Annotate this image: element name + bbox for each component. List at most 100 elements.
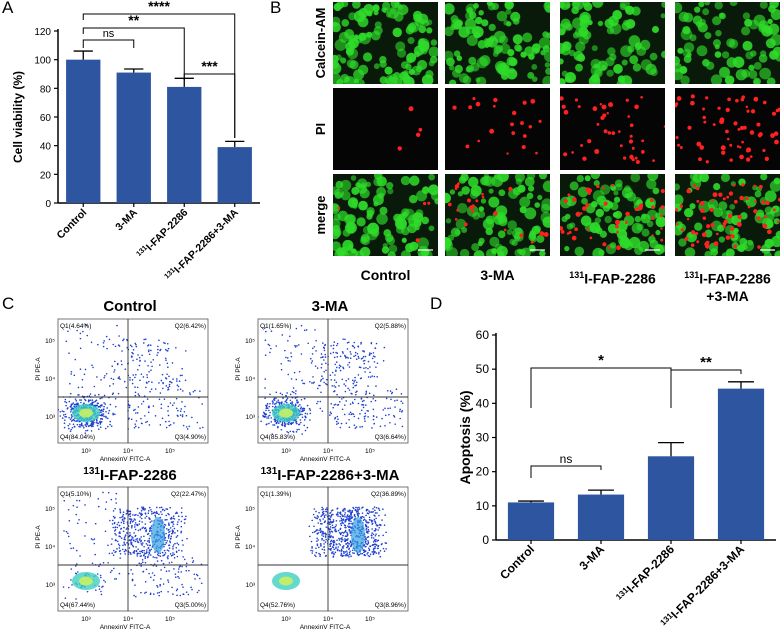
green-cell [350, 175, 357, 181]
red-cell [530, 98, 536, 104]
flow-plot-title: 3-MA [250, 298, 410, 315]
density-q2 [151, 517, 165, 553]
column-label-main: 3-MA [480, 267, 515, 283]
green-cell [759, 2, 768, 9]
red-cell [634, 207, 639, 212]
green-cell [381, 2, 391, 11]
microscopy-image [560, 174, 665, 256]
green-cell [480, 198, 487, 204]
x-tick-label: 10⁴ [123, 448, 133, 455]
green-cell [466, 7, 473, 14]
red-cell [705, 96, 709, 100]
red-cell [742, 125, 747, 130]
green-cell [461, 226, 468, 234]
green-cell [352, 2, 361, 9]
red-cell [722, 197, 726, 201]
x-tick-label: 10³ [81, 448, 91, 455]
red-cell [492, 104, 496, 108]
green-cell [524, 207, 537, 220]
y-tick-label: 10⁴ [45, 376, 55, 383]
red-cell [628, 139, 634, 144]
red-cell [762, 148, 766, 153]
red-cell [720, 145, 726, 151]
red-cell [607, 131, 612, 135]
microscopy-image [560, 2, 665, 84]
green-cell [774, 250, 780, 256]
green-cell [592, 247, 604, 256]
green-cell [593, 180, 600, 187]
red-cell [778, 197, 780, 202]
green-cell [449, 65, 455, 71]
significance-label: ** [700, 354, 712, 371]
green-cell [475, 77, 481, 83]
green-cell [631, 222, 643, 234]
green-cell [564, 246, 570, 252]
green-cell [366, 213, 373, 220]
green-cell [675, 56, 681, 66]
red-cell [614, 224, 619, 229]
red-cell [469, 205, 474, 210]
green-cell [675, 183, 681, 191]
green-cell [753, 77, 761, 84]
green-cell [445, 192, 451, 204]
red-cell [616, 230, 619, 234]
green-cell [697, 22, 708, 33]
red-cell [736, 221, 742, 227]
microscopy-image [445, 174, 550, 256]
y-axis-label: PI PE-A [235, 525, 242, 549]
green-cell [568, 49, 576, 57]
red-cell [616, 245, 621, 251]
green-cell [718, 201, 728, 211]
green-cell [758, 54, 768, 63]
red-cell [634, 156, 638, 160]
green-cell [678, 11, 689, 23]
red-cell [560, 229, 565, 234]
green-cell [359, 188, 370, 199]
green-cell [340, 190, 351, 201]
green-cell [733, 227, 739, 234]
green-cell [450, 24, 457, 31]
x-axis-label: AnnexinV FITC-A [100, 456, 151, 463]
red-cell [563, 198, 568, 204]
x-axis-label: AnnexinV FITC-A [300, 624, 351, 631]
green-cell [632, 63, 642, 72]
green-cell [498, 64, 510, 76]
green-cell [455, 218, 467, 230]
green-cell [478, 10, 484, 16]
red-cell [770, 133, 775, 138]
green-cell [519, 196, 531, 208]
density-peak [79, 576, 93, 586]
green-cell [522, 32, 533, 43]
green-cell [699, 174, 710, 183]
column-label-line2: +3-MA [706, 287, 749, 304]
plot-frame [57, 318, 209, 444]
y-tick-label: 40 [40, 142, 52, 153]
green-cell [767, 18, 773, 25]
red-cell [739, 195, 744, 201]
green-cell [428, 46, 438, 58]
green-cell [473, 250, 485, 256]
red-cell [493, 211, 498, 216]
red-cell [535, 151, 538, 155]
red-cell [725, 235, 731, 240]
red-cell [651, 234, 654, 237]
green-cell [381, 246, 390, 254]
red-cell [602, 242, 607, 247]
red-cell [758, 184, 763, 189]
green-cell [445, 218, 452, 224]
density-peak [279, 408, 293, 418]
green-cell [564, 76, 572, 83]
y-axis-label: Apoptosis (%) [457, 390, 473, 484]
red-cell [577, 105, 581, 109]
red-cell [575, 212, 581, 217]
red-cell [735, 98, 739, 103]
green-cell [711, 220, 722, 232]
green-cell [393, 72, 401, 80]
quadrant-label: Q2(5.88%) [375, 323, 406, 330]
red-cell [560, 96, 564, 101]
red-cell [522, 134, 527, 138]
green-cell [770, 33, 780, 46]
red-cell [560, 226, 564, 231]
microscopy-image [560, 88, 665, 170]
significance-bracket [82, 27, 185, 80]
